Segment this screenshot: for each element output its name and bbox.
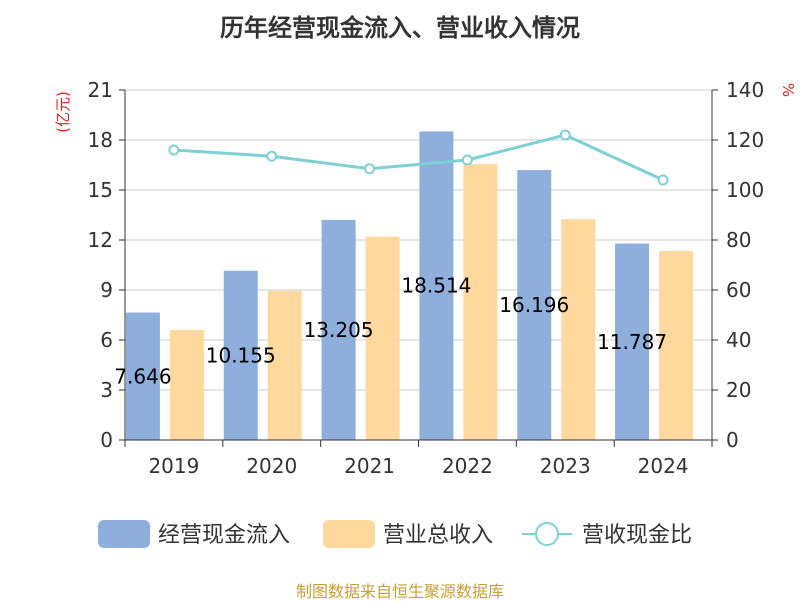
legend-label-ratio[interactable]: 营收现金比 (582, 523, 692, 548)
legend-label-cash-inflow[interactable]: 经营现金流入 (158, 523, 290, 548)
x-axis-tick-label: 2023 (540, 454, 591, 478)
bar-total-revenue[interactable] (463, 164, 498, 440)
chart-title: 历年经营现金流入、营业收入情况 (220, 14, 580, 42)
bars-layer (125, 131, 694, 441)
bar-cash-inflow[interactable] (321, 219, 356, 440)
right-axis-tick-label: 80 (726, 228, 751, 252)
data-source-credit: 制图数据来自恒生聚源数据库 (295, 582, 504, 601)
ratio-line (173, 133, 664, 182)
left-axis-tick-label: 18 (88, 128, 113, 152)
labels-layer: 7.646 10.155 13.205 18.514 16.196 11.787 (114, 274, 667, 389)
bar-total-revenue[interactable] (365, 236, 400, 440)
bar-total-revenue[interactable] (169, 330, 204, 440)
legend-label-total-revenue[interactable]: 营业总收入 (383, 523, 493, 548)
ratio-point[interactable] (364, 163, 376, 175)
legend-swatch-cash-inflow[interactable] (98, 520, 150, 548)
bar-cash-inflow[interactable] (615, 243, 650, 440)
legend: 经营现金流入 营业总收入 营收现金比 (98, 520, 692, 548)
right-axis-tick-label: 140 (726, 78, 764, 102)
x-axis-tick-label: 2019 (148, 454, 199, 478)
bar-cash-inflow[interactable] (223, 270, 258, 440)
left-axis-tick-label: 21 (88, 78, 113, 102)
bar-cash-inflow[interactable] (419, 131, 454, 440)
legend-swatch-ratio-marker[interactable] (535, 522, 559, 546)
left-axis-tick-label: 9 (100, 278, 113, 302)
bar-total-revenue[interactable] (659, 250, 694, 440)
legend-swatch-total-revenue[interactable] (323, 520, 375, 548)
x-axis-tick-label: 2020 (246, 454, 297, 478)
bar-total-revenue[interactable] (267, 290, 302, 440)
x-axis-tick-label: 2022 (442, 454, 493, 478)
bar-data-label: 7.646 (114, 364, 171, 388)
bar-cash-inflow[interactable] (125, 312, 160, 440)
left-axis-unit: (亿元) (54, 91, 72, 133)
x-axis-tick-label: 2021 (344, 454, 395, 478)
right-axis-tick-label: 40 (726, 328, 751, 352)
bar-data-label: 10.155 (206, 343, 276, 367)
line-layer (168, 129, 669, 186)
axis-layer: 0 3 6 9 12 15 18 21 0 20 40 60 80 100 120 140 2019 2020 20… (54, 78, 797, 478)
left-axis-tick-label: 3 (100, 378, 113, 402)
ratio-point[interactable] (657, 174, 669, 186)
left-axis-tick-label: 12 (88, 228, 113, 252)
bar-data-label: 13.205 (304, 318, 374, 342)
right-axis-unit: % (779, 83, 797, 97)
right-axis-tick-label: 0 (726, 428, 739, 452)
grid-layer (125, 89, 712, 391)
bar-data-label: 16.196 (499, 293, 569, 317)
right-axis-tick-label: 100 (726, 178, 764, 202)
right-axis-tick-label: 60 (726, 278, 751, 302)
bar-data-label: 18.514 (401, 274, 471, 298)
bar-data-label: 11.787 (597, 330, 667, 354)
x-axis-tick-label: 2024 (638, 454, 689, 478)
ratio-point[interactable] (559, 129, 571, 141)
right-axis-tick-label: 120 (726, 128, 764, 152)
right-axis-tick-label: 20 (726, 378, 751, 402)
bar-cash-inflow[interactable] (517, 170, 552, 441)
left-axis-tick-label: 0 (100, 428, 113, 452)
ratio-point[interactable] (461, 154, 473, 166)
bar-total-revenue[interactable] (561, 219, 596, 440)
left-axis-tick-label: 6 (100, 328, 113, 352)
ratio-point[interactable] (266, 150, 278, 162)
left-axis-tick-label: 15 (88, 178, 113, 202)
ratio-point[interactable] (168, 144, 180, 156)
